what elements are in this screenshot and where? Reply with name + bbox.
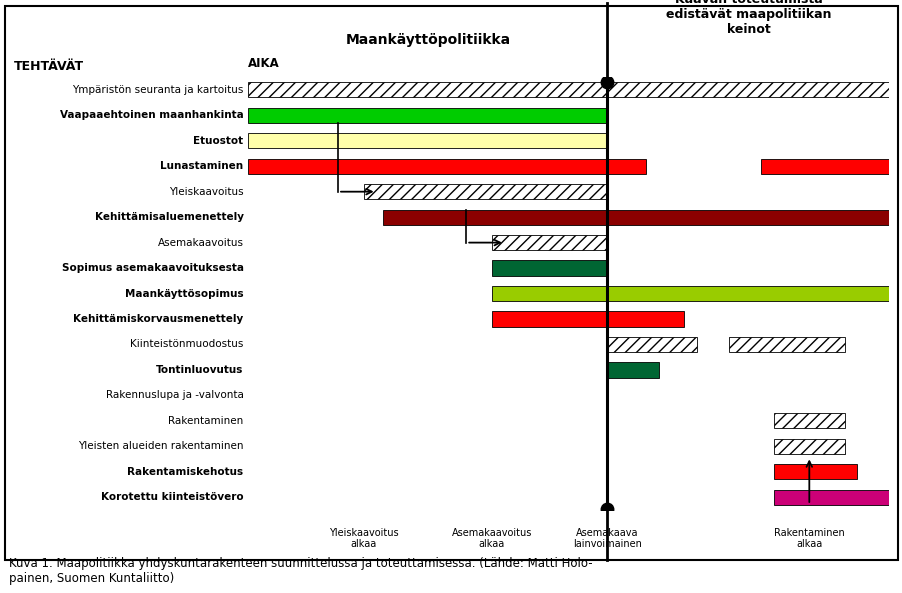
Text: Yleisten alueiden rakentaminen: Yleisten alueiden rakentaminen [78, 441, 244, 451]
Text: Rakentamiskehotus: Rakentamiskehotus [127, 467, 244, 477]
Bar [248, 133, 607, 148]
Bar [760, 158, 888, 174]
Text: Kehittämisaluemenettely: Kehittämisaluemenettely [95, 212, 244, 222]
Text: Kuva 1. Maapolitiikka yhdyskuntarakenteen suunnittelussa ja toteuttamisessa. (Lä: Kuva 1. Maapolitiikka yhdyskuntarakentee… [9, 557, 592, 585]
Text: Etuostot: Etuostot [193, 136, 244, 146]
Bar [382, 209, 888, 225]
Text: TEHTÄVÄT: TEHTÄVÄT [14, 60, 84, 74]
Text: Kehittämiskorvausmenettely: Kehittämiskorvausmenettely [73, 314, 244, 324]
Text: Yleiskaavoitus
alkaa: Yleiskaavoitus alkaa [328, 528, 398, 549]
Text: Asemakaava
lainvoimainen: Asemakaava lainvoimainen [572, 528, 641, 549]
Text: Asemakaavoitus: Asemakaavoitus [157, 238, 244, 248]
Text: Lunastaminen: Lunastaminen [161, 161, 244, 171]
Bar [492, 260, 607, 276]
Text: Vaapaaehtoinen maanhankinta: Vaapaaehtoinen maanhankinta [60, 110, 244, 120]
Text: Yleiskaavoitus: Yleiskaavoitus [169, 187, 244, 197]
Text: Korotettu kiinteistövero: Korotettu kiinteistövero [101, 492, 244, 502]
Text: Rakentaminen
alkaa: Rakentaminen alkaa [773, 528, 843, 549]
Bar [607, 362, 658, 378]
Text: Sopimus asemakaavoituksesta: Sopimus asemakaavoituksesta [61, 263, 244, 273]
Bar [773, 464, 856, 479]
Text: Maankäyttösopimus: Maankäyttösopimus [124, 289, 244, 298]
Bar [492, 286, 888, 301]
Bar [492, 235, 607, 250]
Bar [248, 82, 888, 97]
Text: AIKA: AIKA [248, 56, 280, 69]
Text: Kaavan toteutumista
edistävät maapolitiikan
keinot: Kaavan toteutumista edistävät maapolitii… [665, 0, 830, 36]
Bar [773, 413, 843, 429]
Text: Kiinteistönmuodostus: Kiinteistönmuodostus [130, 339, 244, 349]
Bar [492, 311, 684, 327]
Bar [773, 439, 843, 454]
Bar [729, 337, 843, 352]
Text: Ympäristön seuranta ja kartoitus: Ympäristön seuranta ja kartoitus [72, 85, 244, 95]
Bar [248, 158, 645, 174]
Bar [773, 490, 888, 505]
Bar [364, 184, 607, 199]
Bar [248, 108, 607, 123]
Text: Asemakaavoitus
alkaa: Asemakaavoitus alkaa [451, 528, 531, 549]
Text: Rakennuslupa ja -valvonta: Rakennuslupa ja -valvonta [106, 390, 244, 400]
Text: Tontinluovutus: Tontinluovutus [156, 365, 244, 375]
Bar [607, 337, 696, 352]
Text: Rakentaminen: Rakentaminen [168, 416, 244, 426]
Text: Maankäyttöpolitiikka: Maankäyttöpolitiikka [345, 33, 510, 47]
